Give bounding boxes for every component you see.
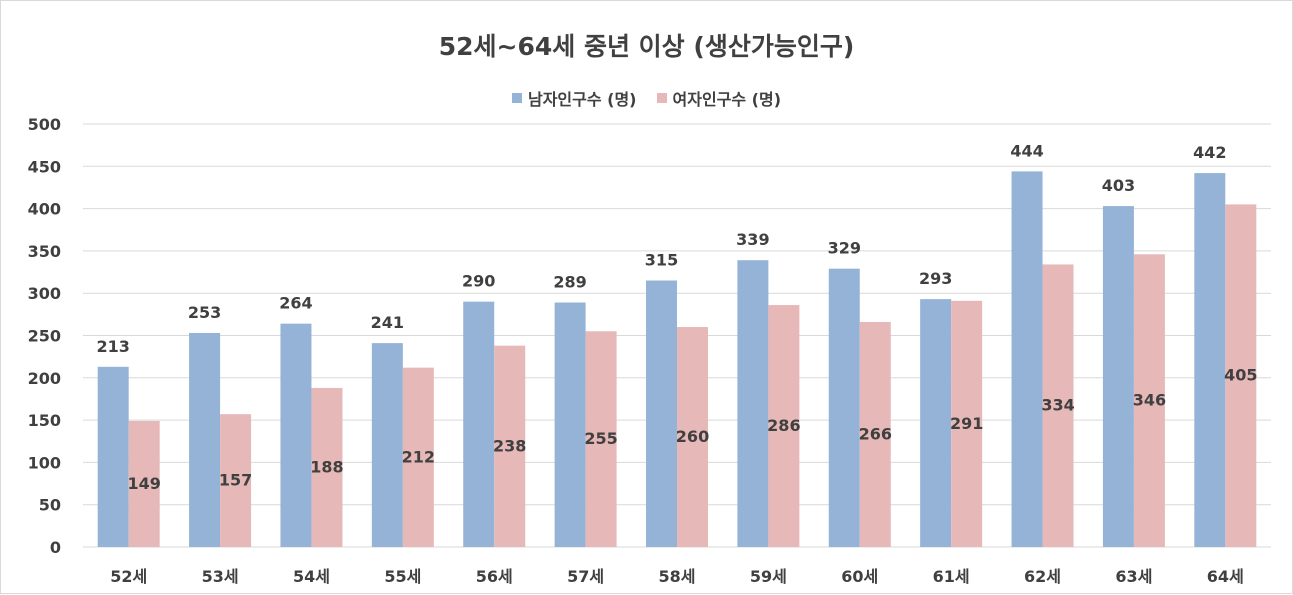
data-label-male: 403 [1102,176,1135,195]
chart-title: 52세~64세 중년 이상 (생산가능인구) [438,32,855,61]
bar-female [585,331,617,547]
x-tick-label: 52세 [110,567,147,586]
data-label-female: 266 [859,424,892,443]
y-tick-label: 150 [28,411,61,430]
data-label-female: 238 [493,436,526,455]
data-label-male: 315 [645,251,678,270]
data-label-male: 241 [371,313,404,332]
data-label-female: 149 [127,474,160,493]
y-tick-label: 50 [39,496,61,515]
data-label-female: 346 [1133,391,1166,410]
data-label-male: 329 [828,239,861,258]
bar-male [737,260,769,547]
bar-male [1102,206,1134,547]
data-label-male: 213 [96,337,129,356]
bar-male [646,280,677,547]
legend-item-female: 여자인구수 (명) [656,86,782,110]
data-label-male: 293 [919,269,952,288]
y-tick-label: 400 [28,200,61,219]
x-tick-label: 53세 [202,567,239,586]
bar-female [1042,264,1074,547]
data-label-female: 291 [950,414,983,433]
bar-male [463,301,495,547]
y-tick-label: 200 [28,369,61,388]
x-tick-label: 55세 [384,567,421,586]
bar-male [1011,171,1043,547]
bar-male [1194,173,1226,547]
x-tick-label: 61세 [933,567,970,586]
data-label-male: 444 [1010,141,1043,160]
x-tick-label: 57세 [567,567,604,586]
bar-female [1133,254,1165,547]
x-tick-label: 54세 [293,567,330,586]
y-tick-label: 500 [28,115,61,134]
y-tick-label: 250 [28,327,61,346]
data-label-male: 253 [188,303,221,322]
x-tick-label: 60세 [841,567,878,586]
bar-male [554,302,586,547]
x-tick-label: 64세 [1207,567,1244,586]
y-tick-label: 350 [28,242,61,261]
data-label-female: 405 [1224,366,1257,385]
legend-label-male: 남자인구수 (명) [527,90,637,109]
bar-female [951,300,983,547]
data-label-male: 290 [462,272,495,291]
x-tick-label: 56세 [476,567,513,586]
bar-female [128,420,160,547]
y-tick-label: 300 [28,284,61,303]
legend-swatch-female [656,93,667,103]
bar-female [1225,204,1257,547]
bar-female [677,327,708,547]
data-label-female: 334 [1041,396,1074,415]
bar-female [768,305,800,547]
bar-male [828,268,860,547]
bar-male [920,299,952,547]
data-label-male: 339 [736,230,769,249]
legend-label-female: 여자인구수 (명) [672,90,782,109]
bar-female [859,321,891,547]
bar-male [371,343,403,547]
x-tick-label: 62세 [1024,567,1061,586]
bar-female [494,345,526,547]
bar-female [220,414,252,547]
data-label-female: 286 [767,416,800,435]
bar-female [402,367,434,547]
data-label-female: 157 [219,471,252,490]
x-tick-label: 63세 [1115,567,1152,586]
x-tick-label: 58세 [659,567,696,586]
data-label-male: 442 [1193,143,1226,162]
y-tick-label: 450 [28,157,61,176]
data-label-female: 188 [310,457,343,476]
legend-item-male: 남자인구수 (명) [511,86,637,110]
bar-male [280,323,312,547]
data-label-female: 212 [402,447,435,466]
bar-male [189,332,221,547]
x-tick-label: 59세 [750,567,787,586]
bar-male [97,366,129,547]
data-label-male: 289 [553,273,586,292]
data-label-male: 264 [279,294,312,313]
bar-female [311,387,343,547]
data-label-female: 255 [584,429,617,448]
data-label-female: 260 [676,427,709,446]
legend-swatch-male [511,93,522,103]
chart-legend: 남자인구수 (명) 여자인구수 (명) [1,86,1292,110]
y-tick-label: 100 [28,453,61,472]
y-tick-label: 0 [50,538,61,557]
